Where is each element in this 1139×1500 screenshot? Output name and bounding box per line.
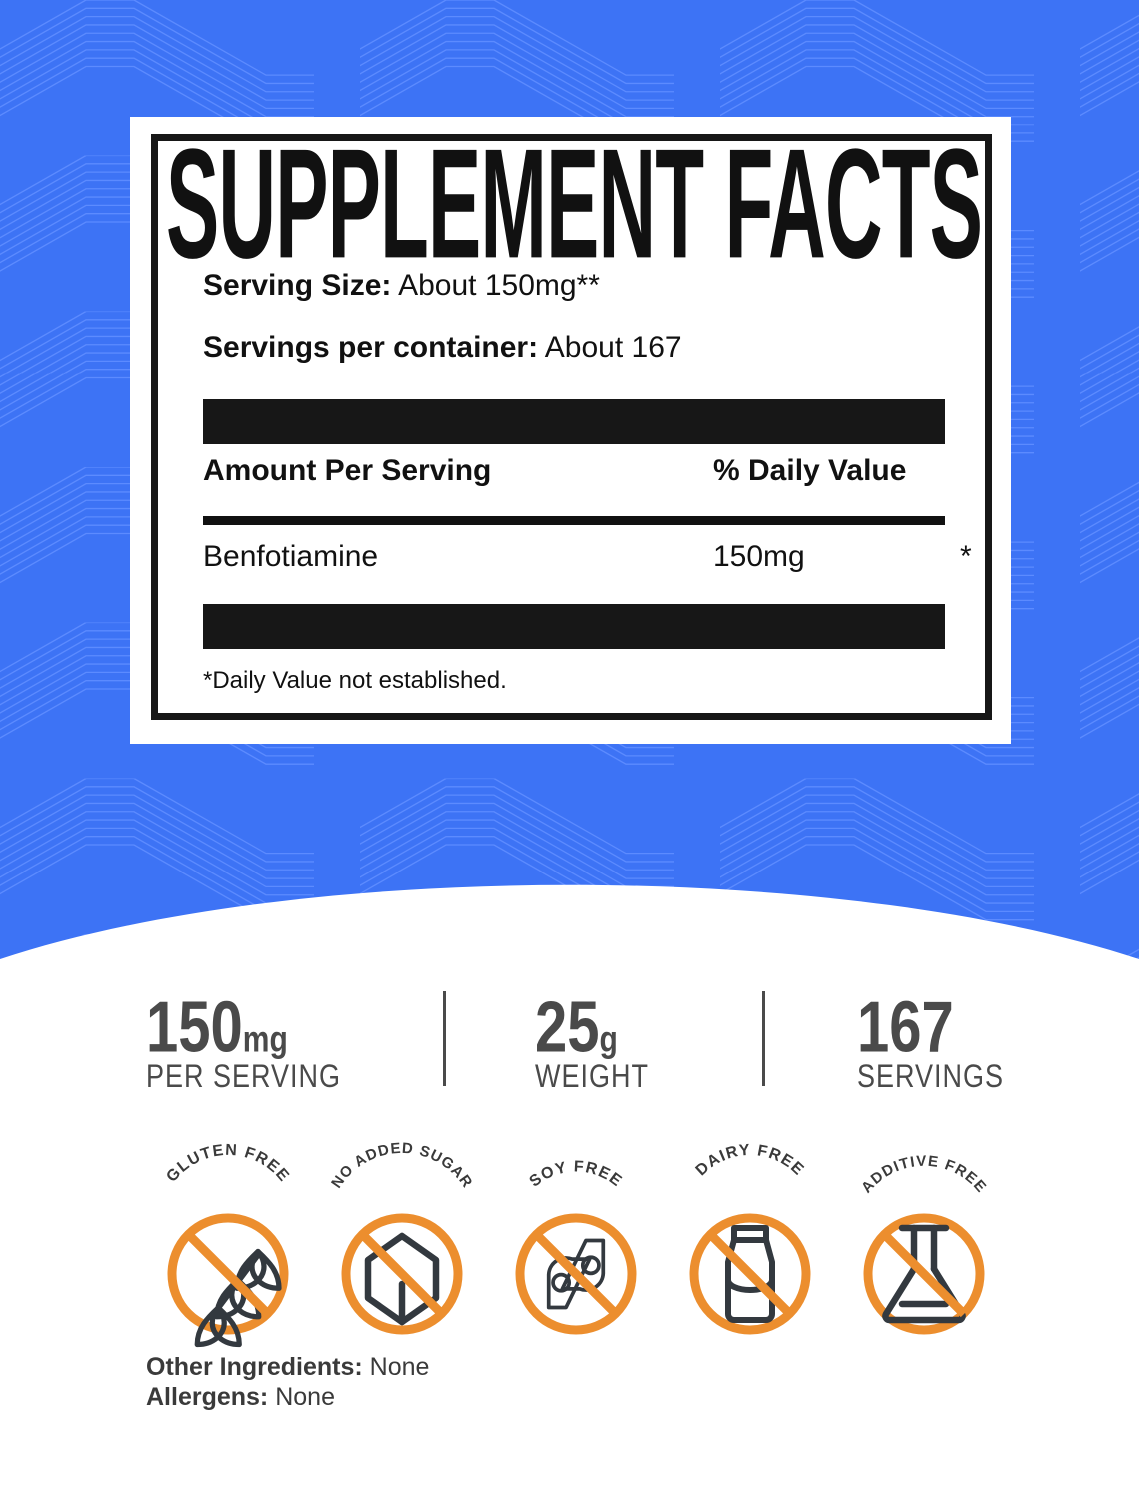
svg-text:ADDITIVE FREE: ADDITIVE FREE — [858, 1153, 990, 1197]
svg-text:SOY FREE: SOY FREE — [526, 1158, 625, 1190]
